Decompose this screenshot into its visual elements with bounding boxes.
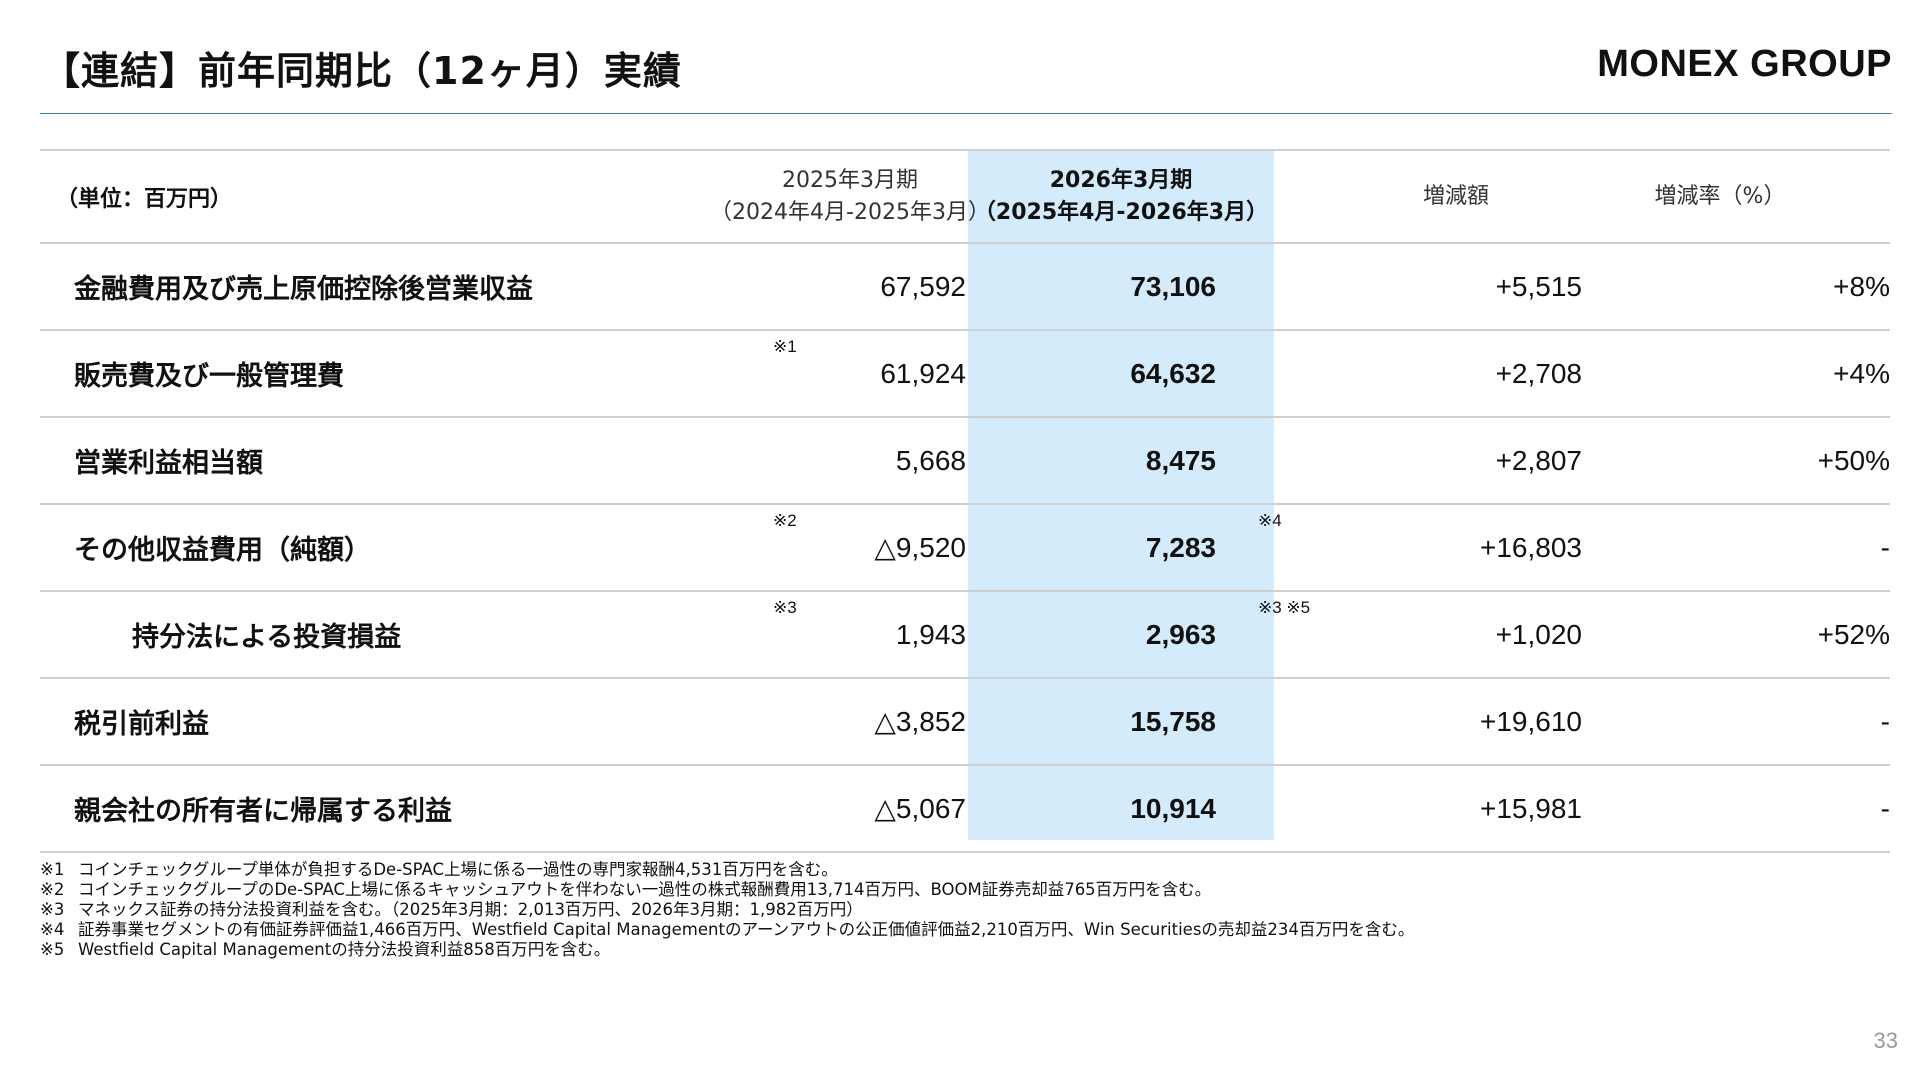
- diff-value: +2,708: [1495, 357, 1582, 389]
- diff-value: +19,610: [1480, 705, 1582, 737]
- page-title: 【連結】前年同期比（12ヶ月）実績: [42, 49, 682, 93]
- diff-value: +15,981: [1480, 792, 1582, 824]
- footnote: ※1 コインチェックグループ単体が負担するDe-SPAC上場に係る一過性の専門家報…: [40, 860, 1890, 880]
- prev-value: △9,520: [874, 532, 966, 563]
- footnote-text: 証券事業セグメントの有価証券評価益1,466百万円、Westfield Capi…: [78, 920, 1415, 939]
- rate-value: +4%: [1833, 357, 1890, 389]
- prev-footnote-mark: ※1: [773, 337, 797, 356]
- rate-value: -: [1880, 705, 1890, 737]
- footnote-mark: ※4: [40, 920, 65, 939]
- footnote-mark: ※3: [40, 900, 65, 919]
- current-value: 10,914: [1130, 792, 1216, 824]
- prev-value: 61,924: [880, 357, 966, 389]
- prev-value: 5,668: [895, 444, 966, 476]
- rate-value: +52%: [1817, 618, 1890, 650]
- prev-value: △5,067: [874, 793, 966, 824]
- row-label: 親会社の所有者に帰属する利益: [74, 796, 452, 827]
- prev-value: 67,592: [880, 270, 966, 302]
- table-row: 金融費用及び売上原価控除後営業収益 67,592 73,106 +5,515 +…: [40, 242, 1890, 329]
- table-row: 営業利益相当額 5,668 8,475 +2,807 +50%: [40, 416, 1890, 503]
- footnote-text: コインチェックグループ単体が負担するDe-SPAC上場に係る一過性の専門家報酬4…: [78, 860, 838, 879]
- page-number: 33: [1873, 1028, 1898, 1053]
- diff-value: +5,515: [1495, 270, 1582, 302]
- footnote-text: マネックス証券の持分法投資利益を含む。（2025年3月期：2,013百万円、20…: [78, 900, 863, 919]
- footnote-mark: ※2: [40, 880, 65, 899]
- footnote: ※2 コインチェックグループのDe-SPAC上場に係るキャッシュアウトを伴わない一…: [40, 880, 1890, 900]
- current-value: 73,106: [1130, 270, 1216, 302]
- footnote: ※4 証券事業セグメントの有価証券評価益1,466百万円、Westfield Ca…: [40, 920, 1890, 940]
- table-row: 持分法による投資損益 ※3 1,943 ※3 ※5 2,963 +1,020 +…: [40, 590, 1890, 677]
- table-row: 販売費及び一般管理費 ※1 61,924 64,632 +2,708 +4%: [40, 329, 1890, 416]
- row-label: 持分法による投資損益: [132, 622, 402, 653]
- results-table: （単位：百万円） 2025年3月期 （2024年4月-2025年3月） 2026…: [40, 149, 1890, 853]
- diff-value: +16,803: [1480, 531, 1582, 563]
- current-footnote-mark: ※3 ※5: [1258, 598, 1311, 617]
- current-value: 2,963: [1145, 618, 1216, 650]
- rate-value: -: [1880, 792, 1890, 824]
- header-current-period: 2026年3月期 （2025年4月-2026年3月）: [968, 151, 1274, 242]
- current-period-highlight: [968, 150, 1274, 840]
- table-row: その他収益費用（純額） ※2 △9,520 ※4 7,283 +16,803 -: [40, 503, 1890, 590]
- row-label: その他収益費用（純額）: [74, 535, 371, 566]
- header-cur-line1: 2026年3月期: [1049, 167, 1193, 193]
- diff-value: +1,020: [1495, 618, 1582, 650]
- diff-value: +2,807: [1495, 444, 1582, 476]
- table-row: 親会社の所有者に帰属する利益 △5,067 10,914 +15,981 -: [40, 764, 1890, 853]
- prev-value: △3,852: [874, 706, 966, 737]
- footnote: ※3 マネックス証券の持分法投資利益を含む。（2025年3月期：2,013百万円、…: [40, 900, 1890, 920]
- table-header-row: （単位：百万円） 2025年3月期 （2024年4月-2025年3月） 2026…: [40, 149, 1890, 242]
- footnote-text: Westfield Capital Managementの持分法投資利益858百…: [78, 940, 611, 959]
- title-divider: [40, 113, 1892, 114]
- rate-value: +50%: [1817, 444, 1890, 476]
- header-prev-line2: （2024年4月-2025年3月）: [710, 199, 990, 225]
- header-rate: 増減率（%）: [1654, 183, 1786, 209]
- row-label: 金融費用及び売上原価控除後営業収益: [74, 274, 533, 305]
- current-value: 15,758: [1130, 705, 1216, 737]
- prev-footnote-mark: ※3: [773, 598, 797, 617]
- footnote-text: コインチェックグループのDe-SPAC上場に係るキャッシュアウトを伴わない一過性…: [78, 880, 1212, 899]
- footnote: ※5 Westfield Capital Managementの持分法投資利益85…: [40, 940, 1890, 960]
- current-footnote-mark: ※4: [1258, 511, 1282, 530]
- table-row: 税引前利益 △3,852 15,758 +19,610 -: [40, 677, 1890, 764]
- rate-value: +8%: [1833, 270, 1890, 302]
- header-prev-period: 2025年3月期 （2024年4月-2025年3月）: [690, 151, 1010, 242]
- footnote-mark: ※1: [40, 860, 65, 879]
- header-cur-line2: （2025年4月-2026年3月）: [973, 199, 1269, 225]
- current-value: 7,283: [1145, 531, 1216, 563]
- header-prev-line1: 2025年3月期: [782, 167, 918, 193]
- current-value: 64,632: [1130, 357, 1216, 389]
- row-label: 税引前利益: [74, 709, 209, 740]
- header-diff: 増減額: [1422, 183, 1489, 209]
- current-value: 8,475: [1145, 444, 1216, 476]
- row-label: 販売費及び一般管理費: [74, 361, 344, 392]
- rate-value: -: [1880, 531, 1890, 563]
- prev-value: 1,943: [895, 618, 966, 650]
- brand-logo: MONEX GROUP: [1597, 43, 1892, 85]
- unit-label: （単位：百万円）: [56, 186, 233, 212]
- footnotes: ※1 コインチェックグループ単体が負担するDe-SPAC上場に係る一過性の専門家報…: [40, 860, 1890, 960]
- footnote-mark: ※5: [40, 940, 65, 959]
- prev-footnote-mark: ※2: [773, 511, 797, 530]
- row-label: 営業利益相当額: [74, 448, 263, 479]
